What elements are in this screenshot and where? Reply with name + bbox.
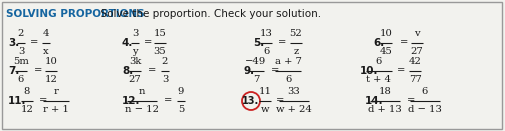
- Text: =: =: [278, 39, 286, 48]
- Text: n − 12: n − 12: [125, 105, 159, 114]
- Text: 6: 6: [376, 58, 382, 67]
- Text: 6: 6: [285, 75, 291, 84]
- Text: 3: 3: [132, 29, 138, 39]
- Text: =: =: [144, 39, 152, 48]
- Text: 45: 45: [380, 48, 392, 56]
- Text: Solve the proportion. Check your solution.: Solve the proportion. Check your solutio…: [94, 9, 322, 19]
- Text: y: y: [132, 48, 138, 56]
- Text: 10: 10: [380, 29, 392, 39]
- Text: 10: 10: [44, 58, 58, 67]
- Text: =: =: [34, 67, 42, 75]
- Text: 2: 2: [162, 58, 168, 67]
- Text: 18: 18: [379, 88, 391, 97]
- Text: =: =: [164, 97, 172, 105]
- Text: =: =: [407, 97, 415, 105]
- Text: r + 1: r + 1: [43, 105, 69, 114]
- Text: 14.: 14.: [365, 96, 384, 106]
- Text: 12: 12: [44, 75, 58, 84]
- Text: 10.: 10.: [360, 66, 379, 76]
- Text: 13.: 13.: [242, 96, 260, 106]
- Text: 12: 12: [21, 105, 33, 114]
- Text: 4.: 4.: [122, 38, 133, 48]
- Text: 7.: 7.: [8, 66, 19, 76]
- Text: r: r: [54, 88, 59, 97]
- Text: =: =: [400, 39, 408, 48]
- Text: v: v: [414, 29, 420, 39]
- Text: 2: 2: [18, 29, 24, 39]
- Text: 11.: 11.: [8, 96, 26, 106]
- Text: 27: 27: [411, 48, 423, 56]
- Text: 8: 8: [24, 88, 30, 97]
- Text: 27: 27: [129, 75, 141, 84]
- Text: 7: 7: [253, 75, 259, 84]
- Text: 13: 13: [260, 29, 272, 39]
- Text: 5: 5: [178, 105, 184, 114]
- Text: 15: 15: [154, 29, 167, 39]
- Text: 33: 33: [288, 88, 300, 97]
- Text: x: x: [43, 48, 49, 56]
- Text: 6: 6: [263, 48, 269, 56]
- Text: 12.: 12.: [122, 96, 140, 106]
- FancyBboxPatch shape: [2, 2, 502, 129]
- Text: =: =: [30, 39, 38, 48]
- Text: 6: 6: [18, 75, 24, 84]
- Text: 3.: 3.: [8, 38, 19, 48]
- Text: −49: −49: [245, 58, 267, 67]
- Text: 6: 6: [422, 88, 428, 97]
- Text: 5m: 5m: [13, 58, 29, 67]
- Text: =: =: [39, 97, 47, 105]
- Text: =: =: [148, 67, 156, 75]
- Text: 77: 77: [409, 75, 421, 84]
- Text: 6.: 6.: [373, 38, 384, 48]
- Text: =: =: [276, 97, 284, 105]
- Text: 8.: 8.: [122, 66, 133, 76]
- Text: n: n: [139, 88, 145, 97]
- Text: 4: 4: [43, 29, 49, 39]
- Text: w: w: [261, 105, 269, 114]
- Text: t + 4: t + 4: [367, 75, 391, 84]
- Text: SOLVING PROPORTIONS: SOLVING PROPORTIONS: [6, 9, 144, 19]
- Text: 3k: 3k: [129, 58, 141, 67]
- Text: =: =: [397, 67, 405, 75]
- Text: 9: 9: [178, 88, 184, 97]
- Text: a + 7: a + 7: [275, 58, 301, 67]
- Text: 35: 35: [154, 48, 166, 56]
- Text: 3: 3: [18, 48, 24, 56]
- Text: d − 13: d − 13: [408, 105, 442, 114]
- Text: 3: 3: [162, 75, 168, 84]
- Text: =: =: [271, 67, 279, 75]
- Text: 52: 52: [290, 29, 302, 39]
- Text: 11: 11: [259, 88, 272, 97]
- Text: z: z: [293, 48, 298, 56]
- Text: w + 24: w + 24: [276, 105, 312, 114]
- Text: 5.: 5.: [253, 38, 264, 48]
- Text: 42: 42: [409, 58, 422, 67]
- Text: 9.: 9.: [243, 66, 254, 76]
- Text: d + 13: d + 13: [368, 105, 402, 114]
